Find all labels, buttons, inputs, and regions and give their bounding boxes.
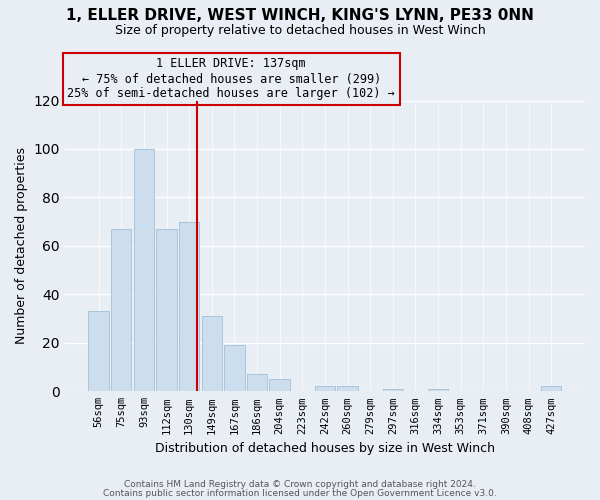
Bar xyxy=(247,374,267,392)
Text: 1, ELLER DRIVE, WEST WINCH, KING'S LYNN, PE33 0NN: 1, ELLER DRIVE, WEST WINCH, KING'S LYNN,… xyxy=(66,8,534,22)
Bar xyxy=(383,389,403,392)
Bar xyxy=(134,149,154,392)
Bar xyxy=(224,346,245,392)
Bar xyxy=(179,222,199,392)
Bar xyxy=(315,386,335,392)
Bar xyxy=(337,386,358,392)
Bar xyxy=(88,312,109,392)
X-axis label: Distribution of detached houses by size in West Winch: Distribution of detached houses by size … xyxy=(155,442,495,455)
Bar xyxy=(202,316,222,392)
Text: Size of property relative to detached houses in West Winch: Size of property relative to detached ho… xyxy=(115,24,485,37)
Bar xyxy=(111,229,131,392)
Bar xyxy=(428,389,448,392)
Bar xyxy=(157,229,176,392)
Bar xyxy=(269,379,290,392)
Text: Contains public sector information licensed under the Open Government Licence v3: Contains public sector information licen… xyxy=(103,488,497,498)
Text: Contains HM Land Registry data © Crown copyright and database right 2024.: Contains HM Land Registry data © Crown c… xyxy=(124,480,476,489)
Y-axis label: Number of detached properties: Number of detached properties xyxy=(15,148,28,344)
Text: 1 ELLER DRIVE: 137sqm
← 75% of detached houses are smaller (299)
25% of semi-det: 1 ELLER DRIVE: 137sqm ← 75% of detached … xyxy=(67,58,395,100)
Bar xyxy=(541,386,562,392)
